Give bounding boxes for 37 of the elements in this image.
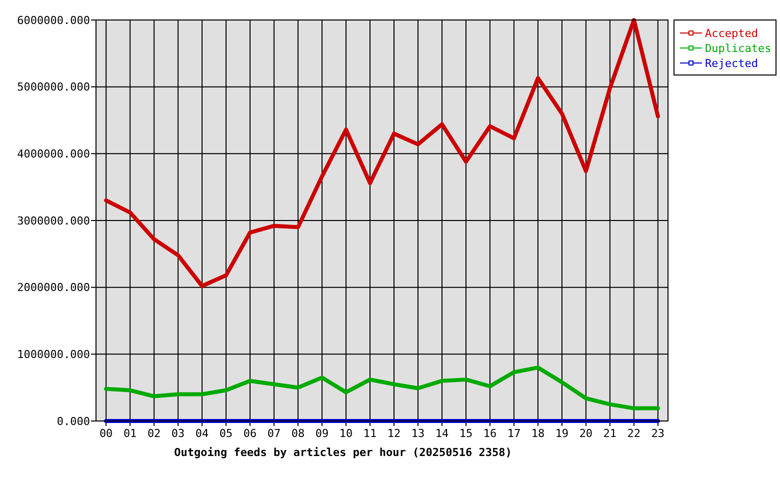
x-axis-title: Outgoing feeds by articles per hour (20250516 2358)	[174, 446, 512, 459]
x-tick-label: 14	[435, 427, 449, 440]
x-tick-label: 04	[195, 427, 210, 440]
x-tick-label: 07	[267, 427, 281, 440]
y-tick-label: 6000000.000	[17, 14, 90, 27]
line-series	[104, 18, 660, 288]
x-tick-label: 06	[243, 427, 257, 440]
x-tick-label: 09	[315, 427, 329, 440]
x-tick-label: 10	[339, 427, 353, 440]
legend-label: Accepted	[705, 26, 758, 40]
x-tick-label: 21	[603, 427, 617, 440]
x-tick-label: 20	[579, 427, 593, 440]
x-tick-label: 03	[171, 427, 185, 440]
x-tick-label: 00	[99, 427, 113, 440]
y-tick-label: 5000000.000	[17, 80, 90, 94]
x-tick-label: 18	[531, 427, 545, 440]
x-tick-label: 22	[627, 427, 641, 440]
line-series	[104, 366, 660, 410]
y-tick-label: 3000000.000	[17, 214, 90, 228]
y-tick-label: 4000000.000	[17, 148, 90, 161]
x-tick-label: 02	[147, 427, 161, 440]
x-tick-label: 23	[651, 427, 665, 440]
y-tick-label: 1000000.000	[17, 348, 90, 362]
x-tick-label: 16	[483, 427, 497, 440]
x-tick-label: 13	[411, 427, 425, 440]
x-tick-label: 11	[363, 427, 377, 440]
x-tick-label: 12	[387, 427, 401, 440]
x-tick-label: 19	[555, 427, 569, 440]
x-tick-label: 05	[219, 427, 233, 440]
y-tick-label: 0.000	[56, 414, 90, 428]
legend-label: Rejected	[705, 56, 758, 70]
y-tick-label: 2000000.000	[17, 281, 90, 294]
x-tick-label: 17	[507, 427, 521, 440]
x-tick-label: 08	[291, 427, 305, 440]
legend-label: Duplicates	[705, 42, 772, 55]
x-tick-label: 15	[459, 427, 473, 440]
x-tick-label: 01	[123, 427, 137, 440]
